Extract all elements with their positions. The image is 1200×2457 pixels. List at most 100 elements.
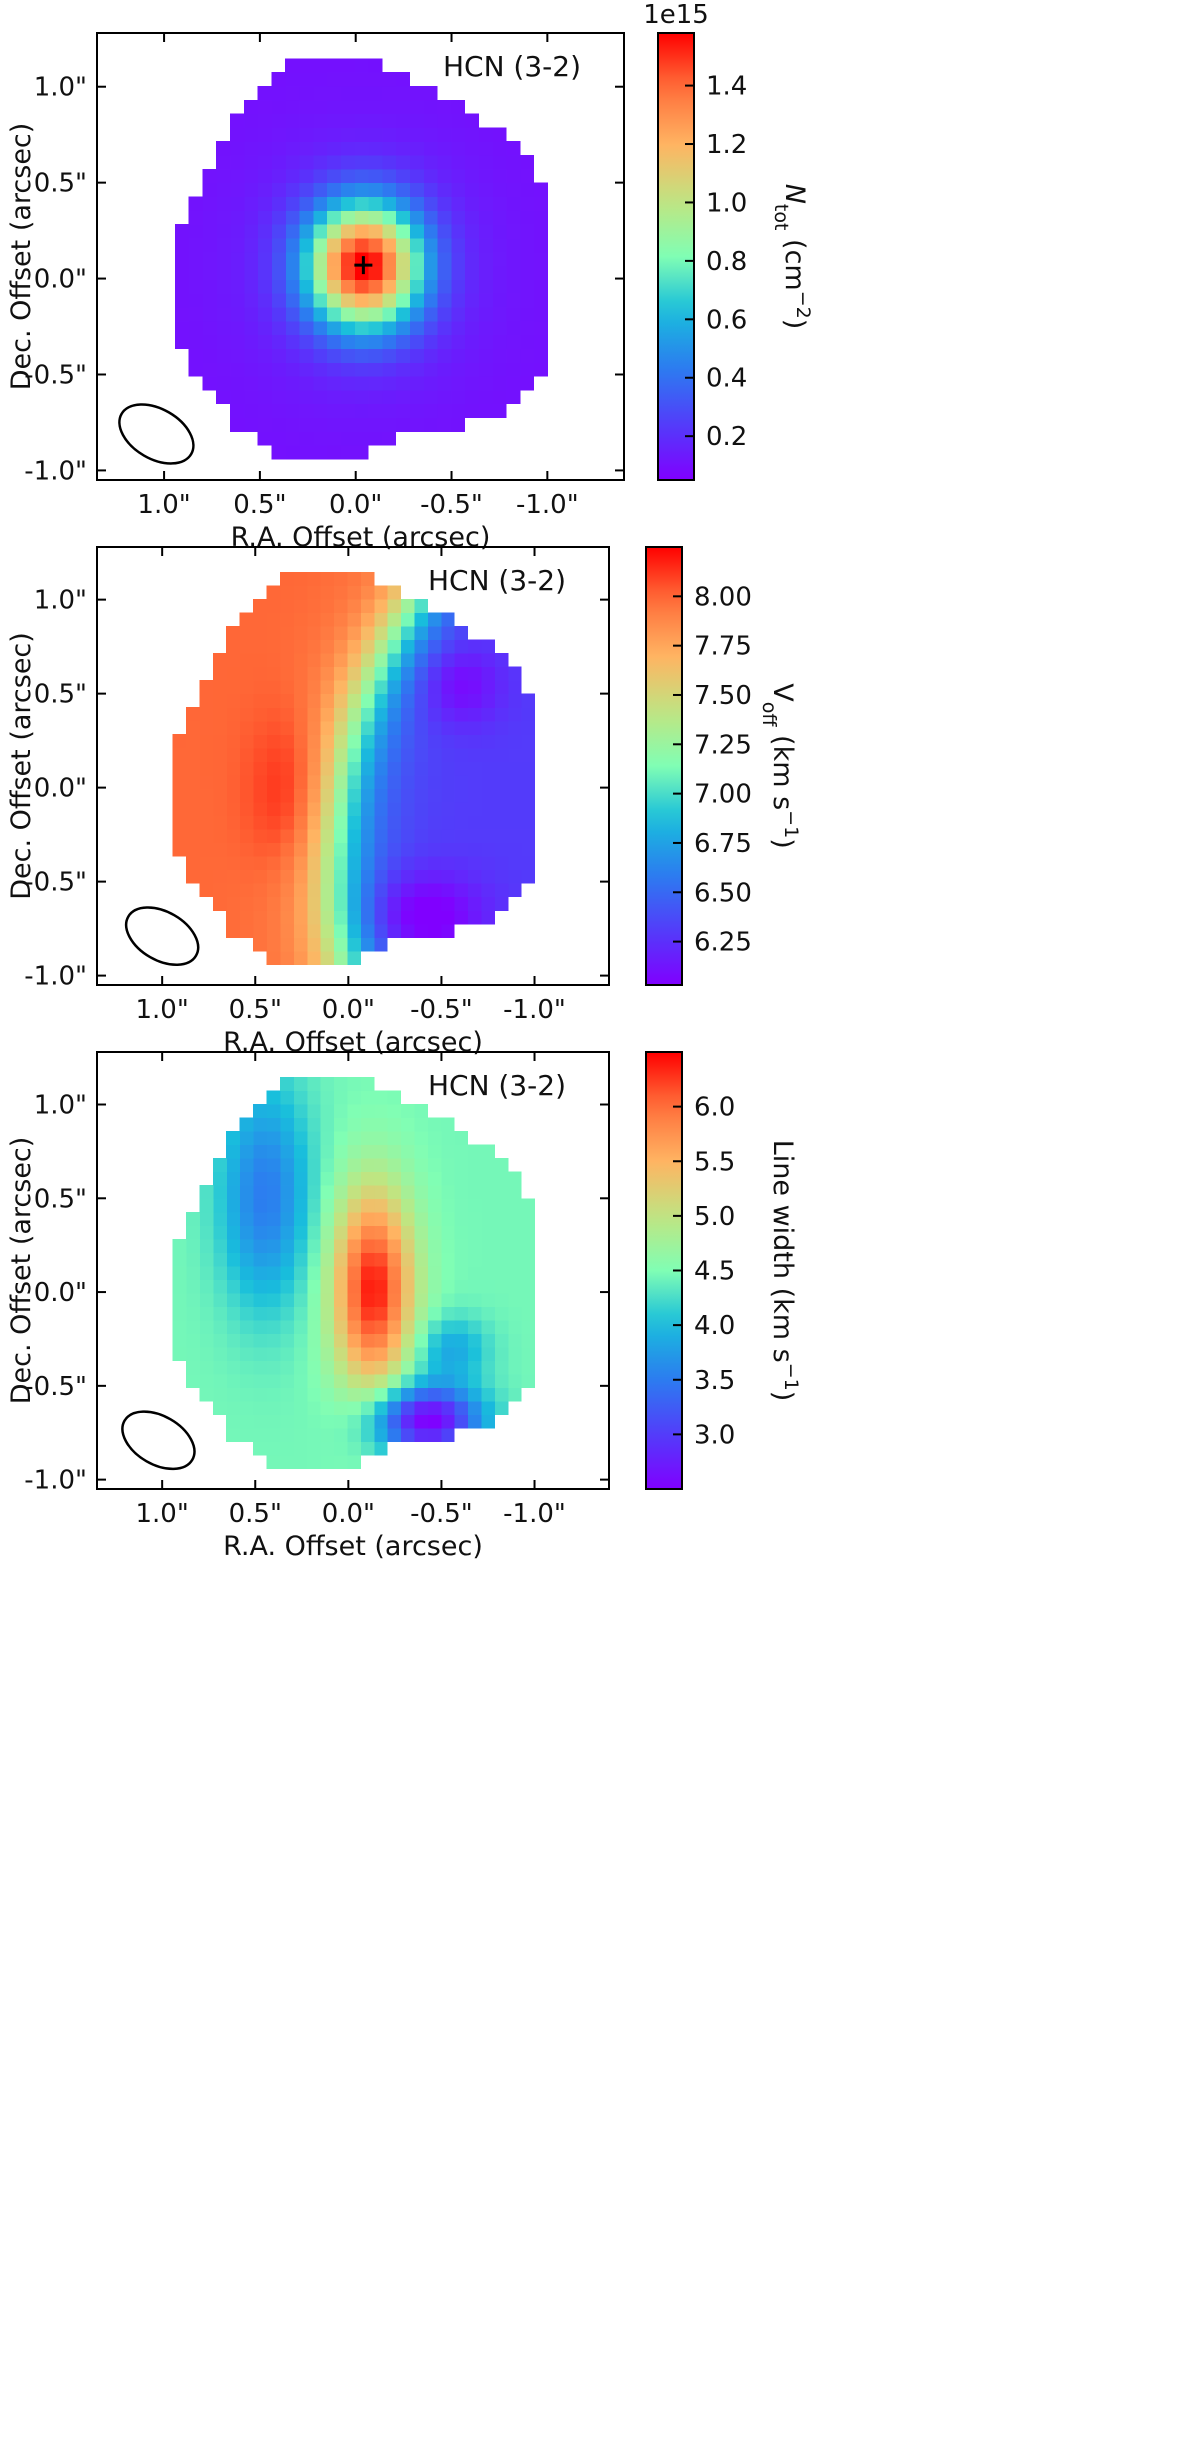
heatmap-cell [212,828,227,844]
heatmap-cell [279,1265,294,1280]
heatmap-cell [354,293,369,308]
heatmap-cell [387,1171,402,1186]
heatmap-cell [285,155,300,170]
heatmap-cell [346,1319,361,1334]
heatmap-cell [216,155,231,170]
heatmap-cell [409,224,424,239]
heatmap-cell [440,1171,455,1186]
heatmap-cell [464,141,479,156]
x-tick-label: 1.0" [136,1499,189,1529]
heatmap-cell [340,306,355,322]
heatmap-cell [492,224,507,239]
heatmap-cell [387,1427,402,1442]
heatmap-cell [333,774,348,789]
heatmap-cell [360,585,375,600]
heatmap-cell [454,801,469,817]
heatmap-cell [212,896,227,911]
heatmap-cell [478,389,493,405]
heatmap-cell [333,1400,348,1415]
heatmap-cell [293,896,308,911]
heatmap-cell [271,237,286,253]
heatmap-cell [519,265,535,280]
heatmap-cell [507,1360,522,1375]
heatmap-cell [320,666,335,681]
heatmap-cell [467,1333,482,1348]
heatmap-cell [467,774,482,789]
x-axis-label: R.A. Offset (arcsec) [223,1531,483,1562]
heatmap-cell [507,1373,522,1388]
heatmap-cell [230,362,245,377]
heatmap-cell [467,856,482,871]
heatmap-cell [480,1400,495,1415]
heatmap-cell [521,774,536,789]
heatmap-cell [360,1441,375,1456]
heatmap-cell [346,1333,361,1348]
heatmap-cell [480,666,495,681]
heatmap-cell [427,1346,442,1361]
heatmap-cell [440,1414,455,1429]
heatmap-cell [521,1292,536,1307]
heatmap-cell [279,1319,294,1334]
heatmap-cell [298,85,314,101]
heatmap-cell [285,403,300,419]
heatmap-cell [226,680,241,695]
heatmap-cell [216,265,231,280]
heatmap-cell [354,72,369,87]
heatmap-cell [279,1117,294,1132]
heatmap-cell [395,389,410,405]
heatmap-cell [409,293,424,308]
heatmap-cell [354,113,369,128]
heatmap-cell [507,1387,522,1402]
heatmap-cell [239,815,254,830]
heatmap-cell [387,828,402,844]
heatmap-cell [298,389,314,405]
heatmap-cell [320,571,335,586]
heatmap-cell [266,1103,281,1118]
heatmap-cell [494,1360,509,1375]
heatmap-cell [320,653,335,668]
heatmap-cell [478,182,493,198]
heatmap-cell [413,720,428,735]
heatmap-cell [400,1387,415,1402]
heatmap-cell [480,747,495,762]
heatmap-cell [387,734,402,749]
heatmap-cell [326,389,341,405]
heatmap-cell [226,1414,241,1429]
heatmap-cell [293,869,308,884]
heatmap-cell [423,155,438,170]
heatmap-cell [279,856,294,871]
heatmap-cell [381,127,397,142]
colorbar-tick-label: 6.50 [694,878,752,908]
heatmap-cell [298,99,314,115]
heatmap-cell [400,815,415,830]
heatmap-cell [454,707,469,722]
heatmap-cell [360,680,375,695]
heatmap-cell [212,1387,227,1402]
heatmap-cell [312,251,328,267]
heatmap-cell [346,598,361,614]
heatmap-cell [409,210,424,225]
heatmap-cell [505,293,521,308]
heatmap-cell [226,1373,241,1388]
heatmap-cell [387,1292,402,1307]
heatmap-cell [239,1184,254,1199]
heatmap-cell [172,1306,187,1321]
heatmap-cell [494,734,509,749]
heatmap-cell [279,720,294,735]
heatmap-cell [373,1360,388,1375]
heatmap-cell [413,761,428,776]
heatmap-cell [298,362,314,377]
heatmap-cell [346,1144,361,1159]
heatmap-cell [505,251,521,267]
heatmap-cell [409,182,424,198]
heatmap-cell [450,251,466,267]
heatmap-cell [373,1265,388,1280]
heatmap-cell [413,625,428,641]
heatmap-cell [454,856,469,871]
heatmap-cell [454,720,469,735]
heatmap-cell [387,1360,402,1375]
heatmap-cell [226,1279,241,1294]
heatmap-cell [519,320,535,336]
heatmap-cell [413,653,428,668]
heatmap-cell [202,348,217,363]
